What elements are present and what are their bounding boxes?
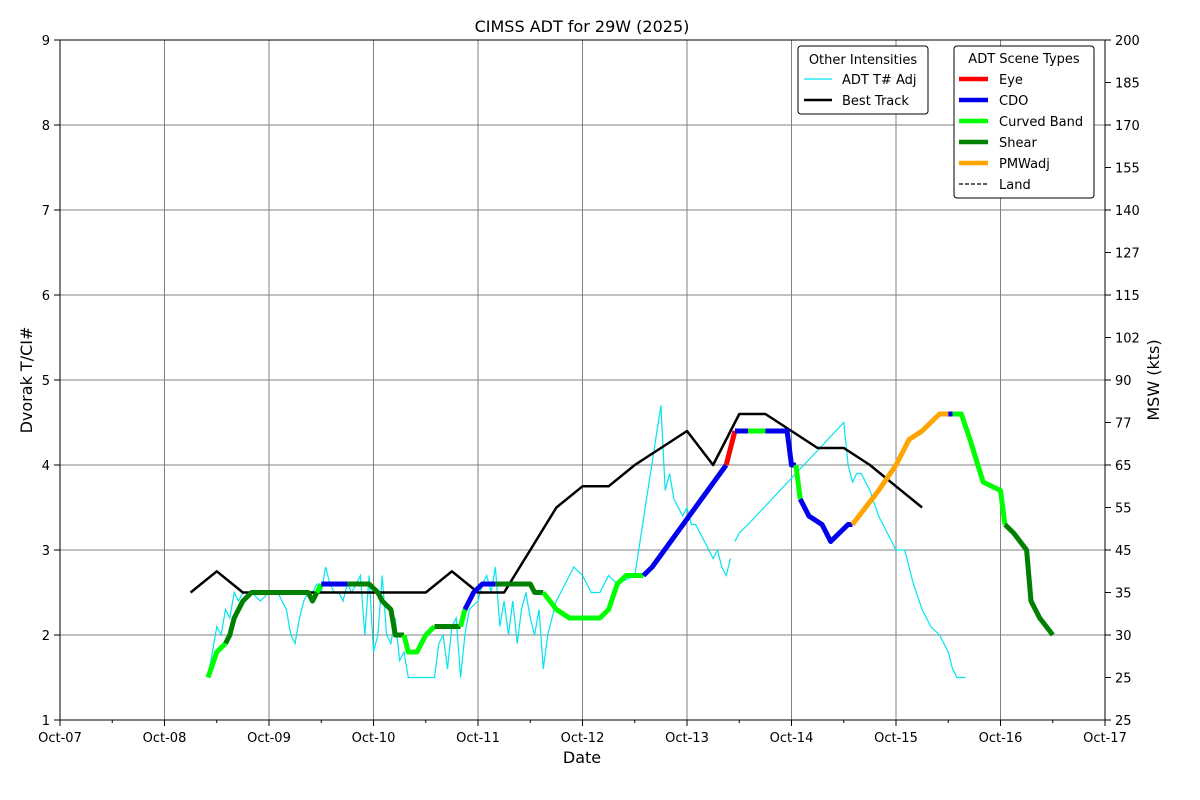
y-right-tick-label: 102 [1115, 332, 1140, 347]
y-left-tick-label: 2 [42, 629, 50, 644]
x-tick-label: Oct-08 [143, 731, 187, 746]
x-axis-label: Date [563, 748, 601, 767]
x-tick-label: Oct-14 [770, 731, 814, 746]
x-tick-label: Oct-16 [979, 731, 1023, 746]
legend-scene-types: ADT Scene Types Eye CDO Curved Band Shea… [953, 45, 1095, 199]
adt-scene-cdo-segment [765, 428, 796, 468]
adt-scene-curved-band-segment [205, 641, 228, 679]
plot-frame [59, 39, 1106, 721]
y-left-tick-label: 8 [42, 119, 50, 134]
x-tick-label: Oct-07 [38, 731, 82, 746]
adt-scene-curved-band-segment [401, 624, 437, 655]
y-left-tick-label: 6 [42, 289, 50, 304]
y-left-tick-label: 4 [42, 459, 50, 474]
adt-scene-shear-segment [223, 590, 320, 645]
adt-scene-curved-band-segment [541, 573, 644, 621]
y-right-tick-label: 155 [1115, 162, 1140, 177]
y-right-tick-label: 45 [1115, 544, 1132, 559]
legend-other-intensities: Other Intensities ADT T# Adj Best Track [797, 45, 929, 115]
x-tick-label: Oct-10 [352, 731, 396, 746]
legend-scene-title: ADT Scene Types [968, 52, 1080, 67]
x-tick-label: Oct-15 [874, 731, 918, 746]
legend-other-title: Other Intensities [809, 53, 918, 68]
y-right-tick-label: 55 [1115, 502, 1132, 517]
y-right-tick-label: 115 [1115, 289, 1140, 304]
adt-scene-shear-segment [347, 581, 404, 638]
y-axis-label-left: Dvorak T/CI# [17, 327, 36, 434]
y-left-tick-label: 1 [42, 714, 50, 729]
y-right-tick-label: 65 [1115, 459, 1132, 474]
legend-label-best-track: Best Track [842, 94, 909, 109]
x-tick-label: Oct-09 [247, 731, 291, 746]
legend-label-curved-band: Curved Band [999, 115, 1083, 130]
adt-scene-pmwadj-segment [850, 411, 949, 527]
y-right-tick-label: 140 [1115, 204, 1140, 219]
x-tick-label: Oct-11 [456, 731, 500, 746]
y-right-tick-label: 185 [1115, 77, 1140, 92]
y-right-tick-label: 30 [1115, 629, 1132, 644]
y-right-tick-label: 77 [1115, 417, 1132, 432]
legend-label-land: Land [999, 178, 1031, 193]
best-track-line [189, 412, 923, 594]
adt-scene-curved-band-segment [314, 582, 324, 594]
y-right-tick-label: 25 [1115, 714, 1132, 729]
legend-other-box [797, 45, 929, 115]
y-axis-label-right: MSW (kts) [1144, 339, 1163, 420]
x-tick-label: Oct-12 [561, 731, 605, 746]
legend-scene-box [953, 45, 1095, 199]
y-right-tick-label: 200 [1115, 34, 1140, 49]
y-right-tick-label: 25 [1115, 672, 1132, 687]
y-left-tick-label: 5 [42, 374, 50, 389]
adt-raw-line [734, 421, 966, 679]
legend-label-shear: Shear [999, 136, 1037, 151]
adt-scene-eye-segment [723, 430, 738, 466]
adt-scene-curved-band-segment [793, 464, 803, 500]
adt-scene-curved-band-segment [458, 608, 468, 628]
chart-title: CIMSS ADT for 29W (2025) [475, 17, 690, 36]
legend-label-pmwadj: PMWadj [999, 157, 1050, 172]
x-tick-label: Oct-13 [665, 731, 709, 746]
y-right-tick-label: 127 [1115, 247, 1140, 262]
legend-label-adt-raw: ADT T# Adj [842, 73, 916, 88]
adt-scene-cdo-segment [641, 463, 729, 578]
adt-scene-cdo-segment [462, 581, 496, 611]
adt-scene-cdo-segment [797, 497, 853, 544]
x-tick-label: Oct-17 [1083, 731, 1127, 746]
y-left-tick-label: 3 [42, 544, 50, 559]
y-right-tick-label: 90 [1115, 374, 1132, 389]
y-right-tick-label: 35 [1115, 587, 1132, 602]
y-right-tick-label: 170 [1115, 119, 1140, 134]
y-left-tick-label: 9 [42, 34, 50, 49]
y-left-tick-label: 7 [42, 204, 50, 219]
adt-scene-shear-segment [495, 581, 544, 595]
series-group [189, 405, 1055, 679]
adt-scene-shear-segment [1003, 522, 1055, 637]
legend-label-cdo: CDO [999, 94, 1028, 109]
adt-scene-curved-band-segment [952, 411, 1008, 525]
legend-label-eye: Eye [999, 73, 1023, 88]
axis-ticks: Oct-07 Oct-08 Oct-09 Oct-10 Oct-11 Oct-12 Oct-… [38, 34, 1140, 746]
